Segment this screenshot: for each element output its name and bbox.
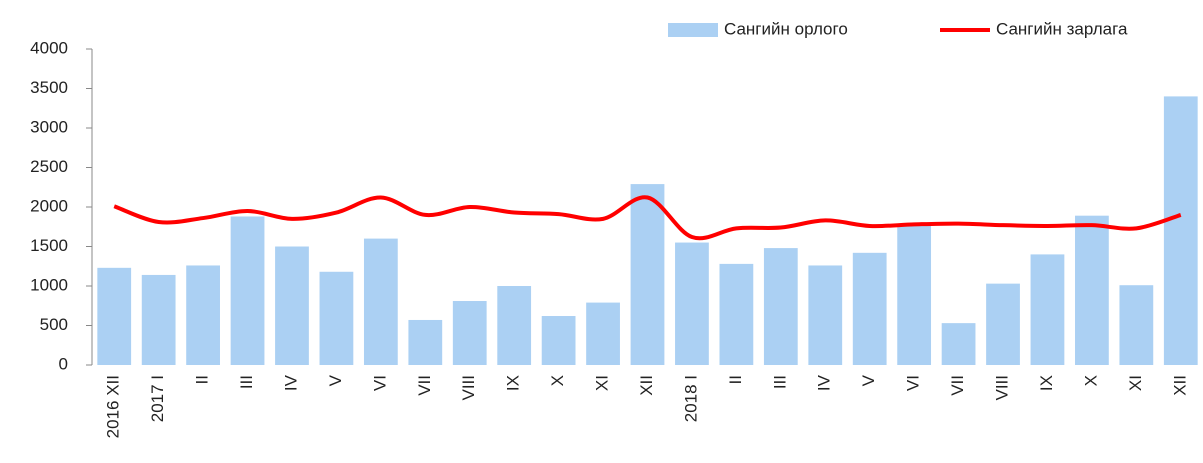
y-tick-label: 1000 [30, 275, 68, 294]
x-tick-label: XI [1126, 375, 1145, 391]
bar [452, 301, 487, 365]
x-tick-label: IX [1037, 375, 1056, 391]
x-tick-label: 2016 XII [104, 375, 123, 438]
bar [852, 252, 887, 365]
x-tick-label: XII [1170, 375, 1189, 396]
y-tick-label: 500 [40, 315, 68, 334]
y-tick-label: 3000 [30, 117, 68, 136]
x-tick-label: IX [504, 375, 523, 391]
line [113, 195, 1182, 241]
x-tick-label: II [193, 375, 212, 384]
x-tick-label: VII [415, 375, 434, 396]
x-tick-label: X [1081, 375, 1100, 386]
x-tick-label: II [726, 375, 745, 384]
legend-label: Сангийн зарлага [996, 19, 1128, 38]
x-tick-label: III [237, 375, 256, 389]
x-tick-label: 2017 I [148, 375, 167, 422]
y-tick-label: 3500 [30, 78, 68, 97]
bar [1075, 215, 1109, 365]
x-tick-label: VI [904, 375, 923, 391]
bar [497, 286, 532, 365]
legend-label: Сангийн орлого [724, 19, 848, 38]
y-tick-label: 2500 [30, 157, 68, 176]
y-tick-label: 0 [59, 354, 68, 373]
bar [319, 271, 354, 365]
bar [941, 323, 976, 365]
x-tick-label: 2018 I [681, 375, 700, 422]
bar [275, 246, 309, 365]
legend-swatch [668, 23, 718, 37]
x-tick-label: V [326, 374, 345, 386]
y-tick-label: 2000 [30, 196, 68, 215]
bar [1163, 96, 1198, 366]
bar [363, 238, 398, 365]
bar [541, 316, 576, 365]
bar [897, 225, 932, 365]
y-tick-label: 1500 [30, 236, 68, 255]
bar [586, 302, 620, 365]
bar [97, 267, 132, 365]
bar [763, 248, 798, 365]
bar [719, 263, 754, 365]
bar [186, 265, 220, 365]
x-tick-label: III [770, 375, 789, 389]
bar [986, 283, 1020, 365]
bar [230, 216, 265, 365]
bar [808, 265, 843, 365]
y-tick-label: 4000 [30, 38, 68, 57]
x-tick-label: IV [281, 374, 300, 391]
x-tick-label: XII [637, 375, 656, 396]
bar [675, 242, 709, 365]
bar [1030, 254, 1065, 365]
x-tick-label: X [548, 375, 567, 386]
bar [630, 184, 665, 365]
bar [141, 274, 176, 365]
x-tick-label: VIII [459, 375, 478, 401]
x-tick-label: VI [370, 375, 389, 391]
bar [1119, 285, 1154, 365]
x-tick-label: V [859, 374, 878, 386]
x-tick-label: VII [948, 375, 967, 396]
x-tick-label: IV [815, 374, 834, 391]
bar [408, 319, 443, 365]
x-tick-label: XI [593, 375, 612, 391]
x-tick-label: VIII [993, 375, 1012, 401]
